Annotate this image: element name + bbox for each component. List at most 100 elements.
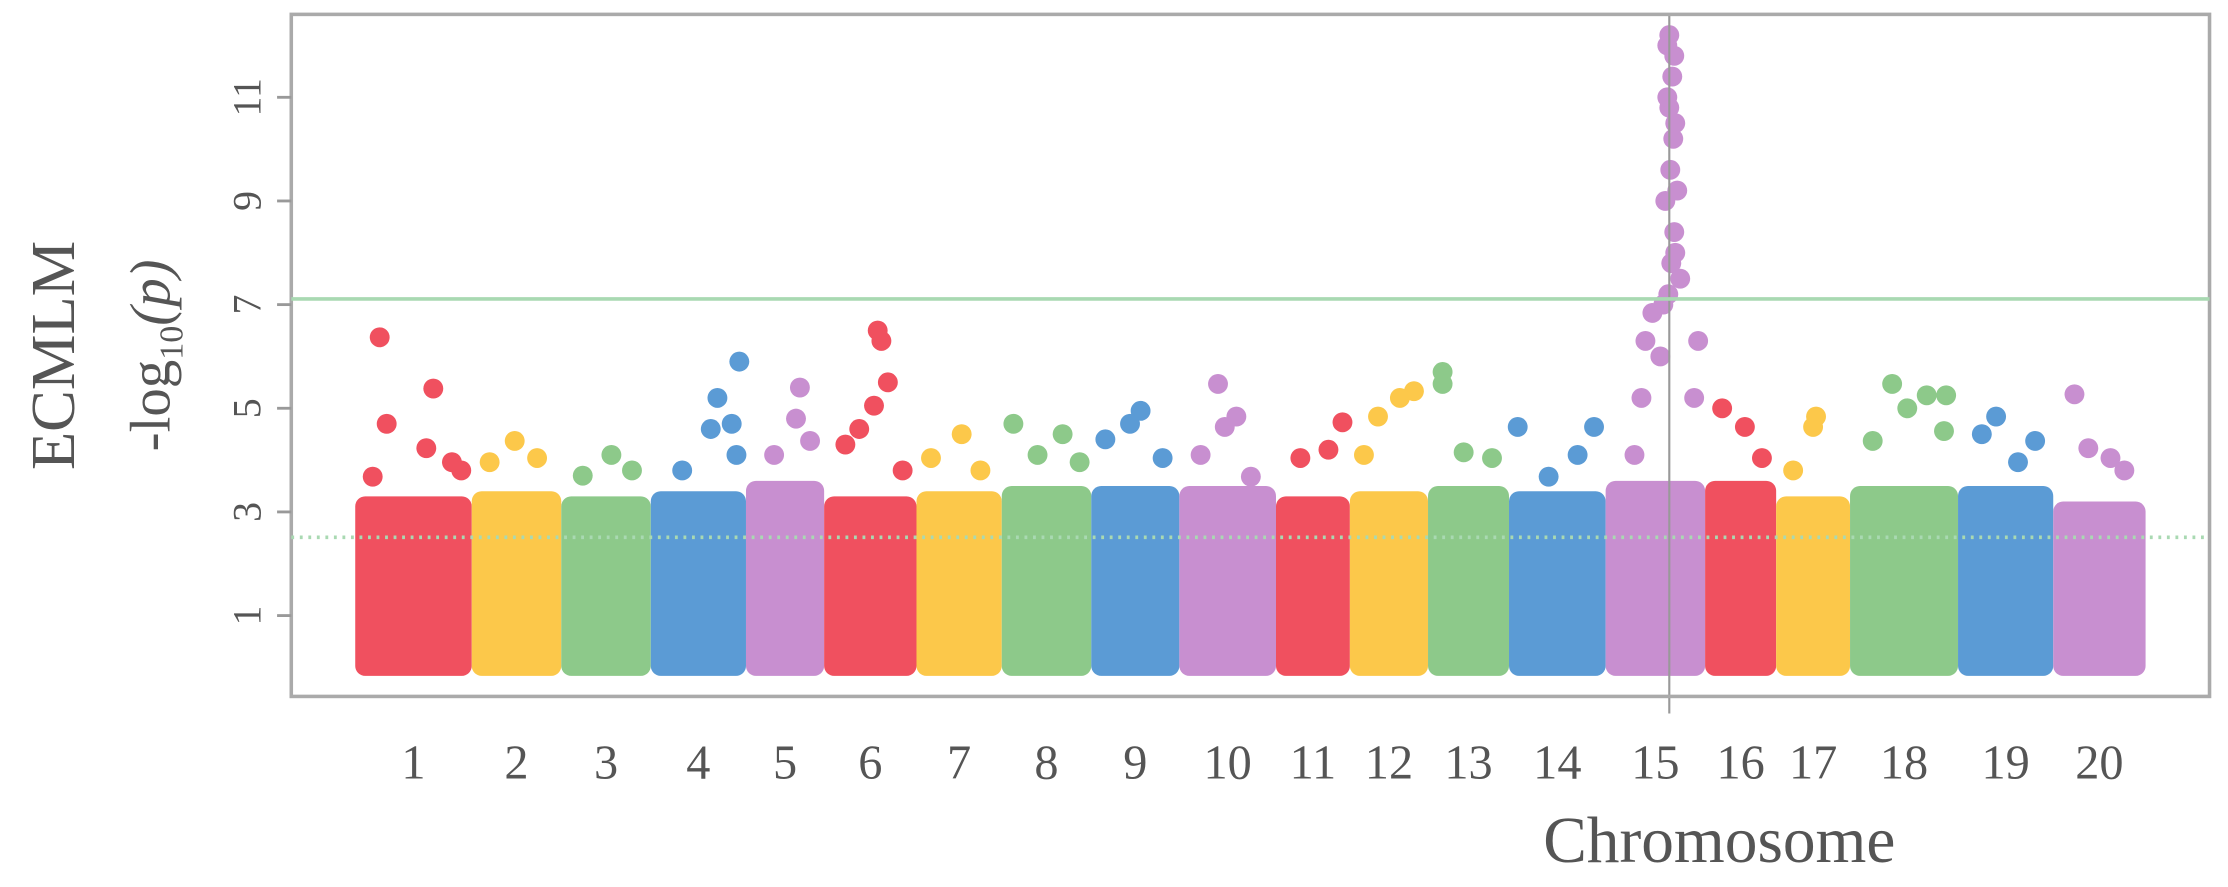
snp-point	[2025, 430, 2046, 451]
snp-band	[1509, 491, 1606, 676]
snp-point	[1657, 87, 1678, 108]
snp-point	[1688, 330, 1709, 351]
snp-point	[1670, 268, 1691, 289]
snp-band	[471, 491, 562, 676]
x-tick-label: 11	[1290, 737, 1337, 790]
x-tick-label: 7	[947, 737, 971, 790]
snp-point	[504, 430, 525, 451]
snp-band	[1850, 486, 1959, 676]
snp-band	[650, 491, 746, 676]
x-tick-label: 8	[1034, 737, 1058, 790]
snp-point	[601, 444, 622, 465]
snp-point	[1052, 424, 1073, 445]
snp-band	[1349, 491, 1429, 676]
snp-band	[916, 491, 1002, 676]
x-tick-label: 17	[1789, 737, 1837, 790]
y-label-prefix: -log	[119, 360, 182, 452]
snp-point	[423, 378, 444, 399]
snp-point	[764, 444, 785, 465]
snp-point	[970, 460, 991, 481]
snp-point	[1507, 416, 1528, 437]
snp-point	[1897, 398, 1918, 419]
snp-point	[1584, 416, 1604, 437]
x-tick-label: 13	[1444, 737, 1492, 790]
x-tick-label: 10	[1204, 737, 1252, 790]
snp-point	[707, 387, 728, 408]
snp-point	[789, 377, 810, 398]
snp-point	[416, 438, 437, 459]
snp-point	[1734, 416, 1755, 437]
snp-band	[1958, 486, 2054, 676]
x-tick-label: 6	[858, 737, 882, 790]
x-tick-label: 14	[1533, 737, 1581, 790]
snp-point	[892, 460, 913, 481]
snp-point	[1934, 421, 1954, 442]
snp-point	[1751, 448, 1772, 468]
snp-point	[1027, 444, 1048, 465]
snp-point	[1332, 412, 1353, 433]
snp-point	[1783, 460, 1804, 481]
x-tick-label: 12	[1365, 737, 1413, 790]
snp-point	[1208, 373, 1228, 394]
plot-area	[355, 14, 2146, 714]
snp-point	[1882, 373, 1903, 394]
axis-frame	[289, 12, 2212, 699]
snp-point	[726, 444, 747, 465]
y-axis-title: ECMLM	[18, 241, 88, 470]
y-label-sub: 10	[154, 326, 191, 360]
snp-point	[800, 430, 821, 451]
snp-band	[1179, 486, 1276, 676]
snp-point	[729, 351, 750, 372]
snp-band	[824, 496, 917, 676]
snp-point	[1986, 406, 2007, 427]
snp-point	[572, 465, 593, 486]
y-tick-label: 3	[226, 502, 270, 522]
x-tick-label: 16	[1716, 737, 1764, 790]
snp-point	[2064, 384, 2085, 405]
snp-point	[1190, 444, 1211, 465]
snp-band	[561, 496, 651, 676]
snp-point	[369, 327, 390, 348]
snp-point	[1432, 373, 1453, 394]
snp-band	[1001, 486, 1092, 676]
snp-point	[1664, 45, 1685, 66]
y-tick-label: 7	[226, 295, 270, 315]
snp-point	[849, 419, 870, 439]
snp-band	[1776, 496, 1851, 676]
snp-point	[1095, 429, 1116, 450]
snp-point	[1003, 413, 1024, 434]
snp-point	[1650, 346, 1671, 367]
snp-point	[1971, 424, 1992, 445]
snp-band	[1428, 486, 1510, 676]
snp-point	[2008, 452, 2028, 473]
snp-band	[745, 480, 825, 676]
snp-point	[786, 408, 806, 429]
snp-point	[2078, 438, 2099, 459]
x-axis-title: Chromosome	[1543, 805, 1895, 877]
snp-point	[1624, 444, 1645, 465]
snp-point	[1152, 448, 1173, 468]
snp-point	[835, 434, 856, 455]
snp-point	[1453, 442, 1474, 463]
snp-point	[721, 413, 742, 434]
x-tick-label: 18	[1880, 737, 1928, 790]
snp-point	[1684, 387, 1705, 408]
snp-point	[1862, 430, 1883, 451]
snp-point	[672, 460, 693, 481]
snp-point	[1538, 466, 1559, 487]
snp-point	[1635, 330, 1656, 351]
snp-point	[1712, 398, 1733, 419]
x-tick-label: 1	[401, 737, 425, 790]
snp-point	[1318, 439, 1339, 460]
snp-point	[1936, 385, 1957, 406]
x-tick-label: 2	[504, 737, 528, 790]
snp-point	[376, 413, 397, 434]
snp-point	[1290, 448, 1311, 468]
snp-point	[951, 424, 972, 445]
snp-point	[864, 395, 884, 416]
y-tick-label: 9	[226, 191, 270, 211]
snp-point	[1368, 406, 1388, 427]
x-tick-label: 9	[1123, 737, 1147, 790]
snp-point	[1664, 222, 1685, 243]
snp-point	[871, 330, 892, 351]
